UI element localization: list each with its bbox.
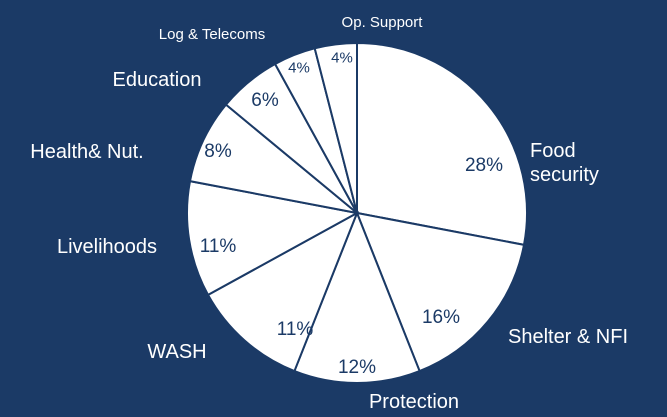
pie-slice (313, 41, 358, 214)
slice-label: Livelihoods (56, 236, 158, 258)
pie-slice (356, 41, 528, 247)
slice-label: Food security (530, 140, 599, 186)
value-label: 11% (276, 319, 314, 340)
value-label: 8% (204, 141, 232, 162)
value-label: 16% (421, 307, 461, 328)
pie-slice (293, 210, 421, 384)
slice-label: Education (112, 69, 202, 91)
slice-label: Shelter & NFI (507, 326, 629, 348)
value-label: 4% (331, 49, 353, 67)
pie-slice (206, 210, 359, 373)
slice-label: Log & Telecoms (158, 26, 266, 43)
value-label: 28% (464, 155, 504, 176)
value-label: 6% (251, 90, 279, 111)
slice-label: Op. Support (341, 14, 423, 31)
slice-label: Protection (368, 391, 460, 413)
slice-label: WASH (147, 341, 207, 363)
pie-slice (355, 211, 526, 373)
slice-label: Health& Nut. (30, 141, 144, 163)
value-label: 4% (288, 59, 310, 77)
value-label: 11% (199, 236, 237, 257)
value-label: 12% (337, 357, 377, 378)
pie-slice (186, 179, 360, 297)
